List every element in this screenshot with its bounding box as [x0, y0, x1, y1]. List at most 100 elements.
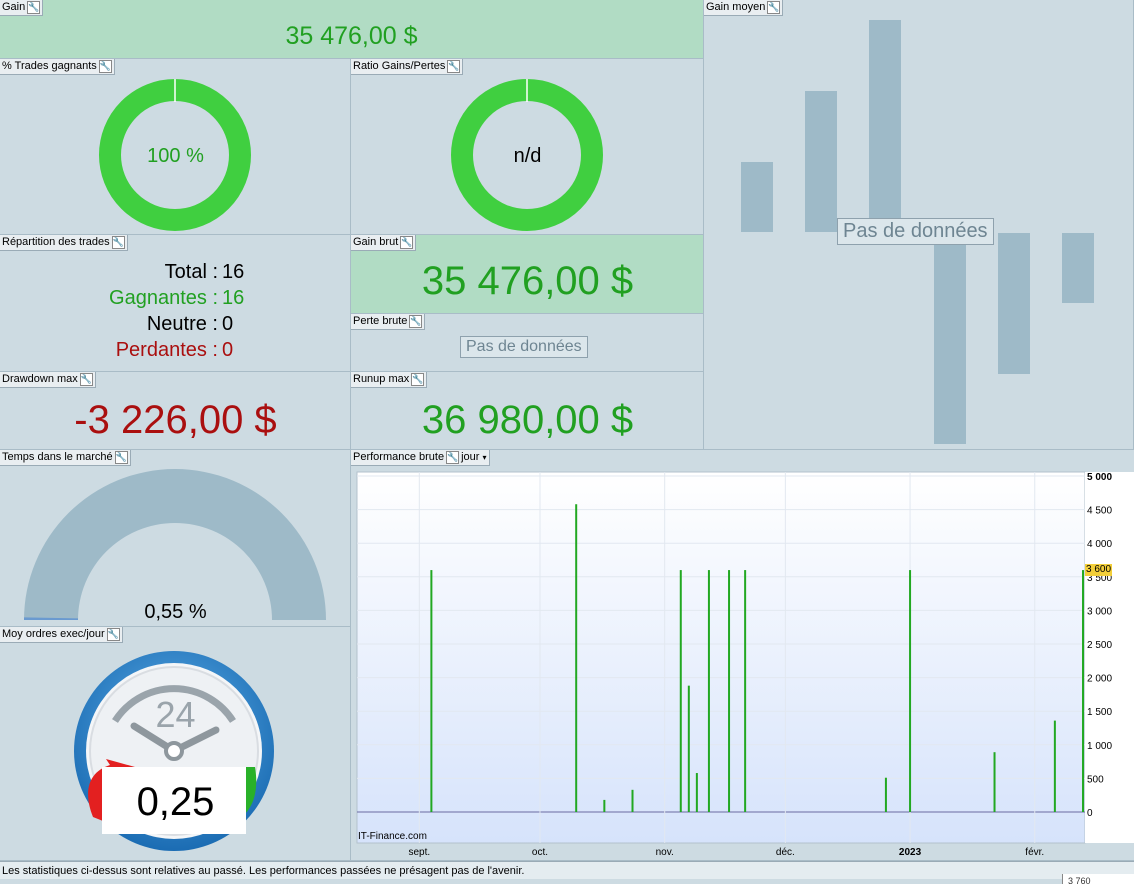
repartition-row-label: Perdantes : [115, 339, 218, 361]
disclaimer-bar: Les statistiques ci-dessus sont relative… [0, 861, 1134, 879]
gain-moyen-panel: Gain moyen 🔧 Pas de données [704, 0, 1134, 450]
repartition-header[interactable]: Répartition des trades 🔧 [0, 235, 128, 251]
watermark: IT-Finance.com [358, 831, 427, 842]
performance-header[interactable]: Performance brute 🔧 jour ▾ [351, 450, 490, 466]
gain-moyen-header[interactable]: Gain moyen 🔧 [704, 0, 784, 16]
current-value-label: 3 600 [1085, 564, 1113, 577]
wrench-icon[interactable]: 🔧 [447, 60, 461, 73]
wrench-icon[interactable]: 🔧 [98, 60, 112, 73]
gain-brut-value: 35 476,00 $ [421, 259, 634, 303]
ratio-panel: Ratio Gains/Pertes 🔧 n/d [351, 59, 704, 235]
bar [603, 799, 606, 812]
wrench-icon[interactable]: 🔧 [400, 236, 414, 249]
gain-panel: Gain 🔧 35 476,00 $ [0, 0, 704, 59]
wrench-icon[interactable]: 🔧 [106, 628, 120, 641]
x-tick-label: oct. [532, 847, 548, 858]
y-tick-label: 4 500 [1087, 506, 1112, 517]
drawdown-header[interactable]: Drawdown max 🔧 [0, 372, 96, 388]
moy-ordres-value: 0,25 [136, 780, 215, 824]
performance-chart: 5 000 4 500 4 000 3 500 3 000 2 500 2 000 1 500… [356, 471, 1134, 858]
wrench-icon[interactable]: 🔧 [767, 1, 781, 14]
repartition-panel: Répartition des trades 🔧 Total : 16 Gagna… [0, 235, 351, 372]
placeholder-bar [934, 233, 966, 444]
repartition-row-value: 0 [222, 339, 234, 361]
gauge-fill [24, 617, 79, 620]
drawdown-value: -3 226,00 $ [74, 398, 277, 442]
bar [909, 570, 912, 812]
period-dropdown[interactable]: jour ▾ [461, 450, 486, 465]
temps-marche-header[interactable]: Temps dans le marché 🔧 [0, 450, 131, 466]
placeholder-bar [1062, 233, 1094, 303]
gain-brut-header[interactable]: Gain brut 🔧 [351, 235, 417, 251]
perte-brute-nodata: Pas de données [460, 336, 588, 358]
perte-brute-panel: Perte brute 🔧 Pas de données [351, 314, 704, 372]
wrench-icon[interactable]: 🔧 [411, 373, 425, 386]
clock-icon [74, 651, 274, 851]
trades-gagnants-panel: % Trades gagnants 🔧 100 % [0, 59, 351, 235]
wrench-icon[interactable]: 🔧 [111, 236, 125, 249]
clock-number: 24 [155, 694, 196, 735]
bar [707, 570, 710, 812]
wrench-icon[interactable]: 🔧 [409, 315, 423, 328]
ratio-header[interactable]: Ratio Gains/Pertes 🔧 [351, 59, 464, 75]
temps-marche-value: 0,55 % [144, 601, 207, 623]
bar [1053, 720, 1056, 812]
y-tick-label: 3 000 [1087, 606, 1112, 617]
y-tick-label: 2 500 [1087, 640, 1112, 651]
moy-ordres-label: Moy ordres exec/jour [2, 628, 105, 640]
temps-marche-label: Temps dans le marché [2, 451, 113, 463]
temps-marche-panel: Temps dans le marché 🔧 0,55 % [0, 450, 351, 627]
drawdown-panel: Drawdown max 🔧 -3 226,00 $ [0, 372, 351, 450]
y-tick-label: 4 000 [1087, 539, 1112, 550]
x-tick-label: déc. [776, 847, 795, 858]
chevron-down-icon: ▾ [482, 453, 487, 462]
axis-area [1085, 472, 1134, 843]
gain-moyen-nodata: Pas de données [837, 218, 994, 245]
wrench-icon[interactable]: 🔧 [114, 451, 128, 464]
corner-value: 3 760 [1062, 874, 1134, 884]
period-value: jour [461, 451, 480, 463]
repartition-row-value: 16 [222, 261, 245, 283]
x-tick-label: févr. [1025, 847, 1044, 858]
ratio-label: Ratio Gains/Pertes [353, 60, 446, 72]
ratio-value: n/d [513, 145, 542, 167]
runup-panel: Runup max 🔧 36 980,00 $ [351, 372, 704, 450]
repartition-row-label: Neutre : [146, 313, 218, 335]
donut-chart [99, 79, 251, 231]
wrench-icon[interactable]: 🔧 [446, 451, 460, 464]
trades-gagnants-header[interactable]: % Trades gagnants 🔧 [0, 59, 115, 75]
runup-label: Runup max [353, 373, 410, 385]
bar [687, 685, 690, 812]
bar [1082, 570, 1085, 812]
moy-ordres-header[interactable]: Moy ordres exec/jour 🔧 [0, 627, 123, 643]
gain-brut-label: Gain brut [353, 236, 399, 248]
perte-brute-label: Perte brute [353, 315, 408, 327]
donut-chart [451, 79, 603, 231]
y-tick-label: 2 000 [1087, 674, 1112, 685]
placeholder-bar [741, 162, 773, 232]
plot-area [356, 471, 1086, 844]
gain-moyen-label: Gain moyen [706, 1, 766, 13]
bar [728, 570, 731, 812]
bar [679, 570, 682, 812]
gain-label: Gain [2, 1, 26, 13]
repartition-row-label: Gagnantes : [109, 287, 218, 309]
moy-ordres-panel: Moy ordres exec/jour 🔧 24 0,25 [0, 627, 351, 861]
perte-brute-header[interactable]: Perte brute 🔧 [351, 314, 426, 330]
repartition-row-label: Total : [164, 261, 218, 283]
bar [430, 570, 433, 812]
performance-panel: Performance brute 🔧 jour ▾ 5 000 4 500 4 000… [351, 450, 1134, 861]
wrench-icon[interactable]: 🔧 [79, 373, 93, 386]
x-tick-label: nov. [656, 847, 674, 858]
x-tick-label: sept. [408, 847, 430, 858]
repartition-label: Répartition des trades [2, 236, 110, 248]
bar [744, 570, 747, 812]
gain-panel-header[interactable]: Gain 🔧 [0, 0, 44, 16]
trades-gagnants-value: 100 % [147, 145, 204, 167]
repartition-row-value: 0 [222, 313, 234, 335]
y-tick-label: 500 [1087, 774, 1104, 785]
runup-value: 36 980,00 $ [421, 398, 634, 442]
performance-label: Performance brute [353, 451, 445, 463]
runup-header[interactable]: Runup max 🔧 [351, 372, 428, 388]
wrench-icon[interactable]: 🔧 [27, 1, 41, 14]
